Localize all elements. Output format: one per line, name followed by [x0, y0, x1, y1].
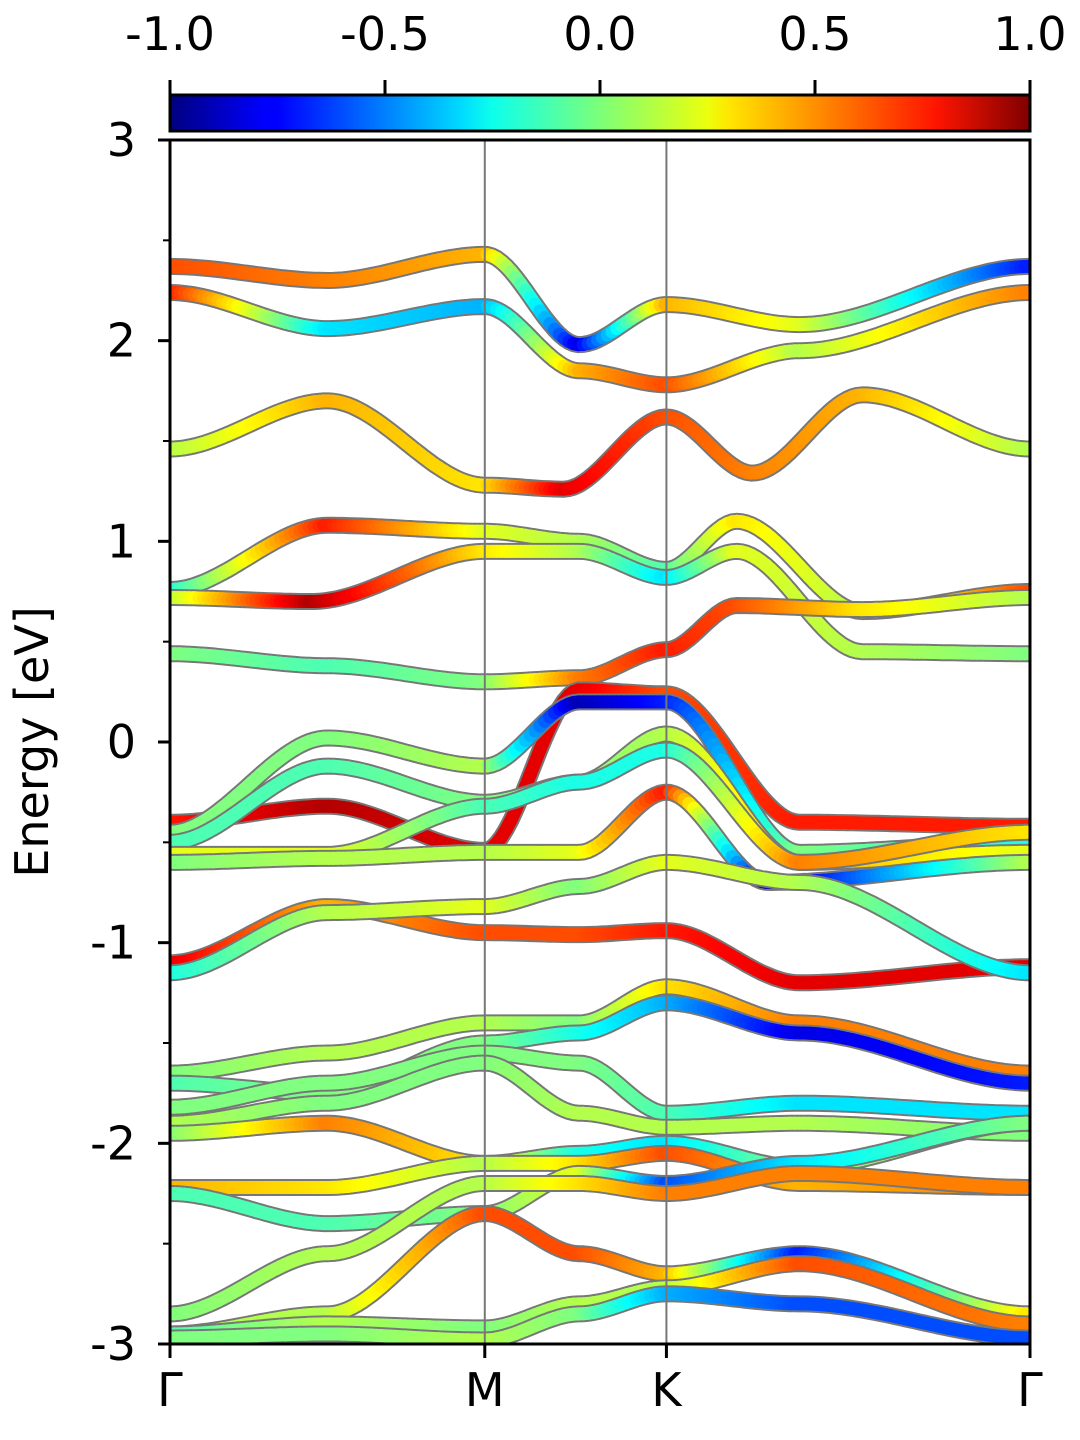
band-line [170, 245, 1030, 354]
y-tick-label: 2 [107, 314, 136, 368]
colorbar-tick-label: 0.5 [778, 7, 851, 61]
colorbar-tick-label: -0.5 [340, 7, 430, 61]
band-line [170, 1285, 1030, 1344]
colorbar-tick-label: -1.0 [125, 7, 215, 61]
high-symmetry-lines [483, 140, 668, 1344]
colorbar-tick-label: 0.0 [563, 7, 636, 61]
y-tick-label: -2 [90, 1116, 136, 1170]
colorbar-ticks: -1.0 -0.5 0.0 0.5 1.0 [125, 7, 1067, 95]
x-tick-label: M [465, 1363, 505, 1417]
y-axis-label: Energy [eV] [5, 606, 59, 877]
y-tick-label: -1 [90, 916, 136, 970]
x-tick-label: Γ [157, 1363, 183, 1417]
band-line [170, 1205, 1030, 1343]
y-tick-label: 0 [107, 715, 136, 769]
band-line [170, 284, 1030, 394]
x-tick-label: Γ [1017, 1363, 1043, 1417]
band-line [170, 1164, 1030, 1323]
band-line [170, 386, 1030, 498]
x-tick-label: K [651, 1363, 683, 1417]
band-line [170, 978, 1030, 1082]
bands-layer [170, 245, 1030, 1344]
y-axis-ticks: -3 -2 -1 0 1 2 3 [90, 113, 170, 1371]
colorbar: -1.0 -0.5 0.0 0.5 1.0 [125, 7, 1067, 133]
band-line [170, 1044, 1030, 1122]
y-tick-label: -3 [90, 1317, 136, 1371]
colorbar-tick-label: 1.0 [993, 7, 1066, 61]
y-tick-label: 1 [107, 514, 136, 568]
band-line [170, 589, 1030, 691]
band-line [170, 853, 1030, 982]
colorbar-gradient [168, 93, 1032, 133]
y-tick-label: 3 [107, 113, 136, 167]
band-line [170, 1114, 1030, 1233]
band-line [170, 542, 1030, 663]
